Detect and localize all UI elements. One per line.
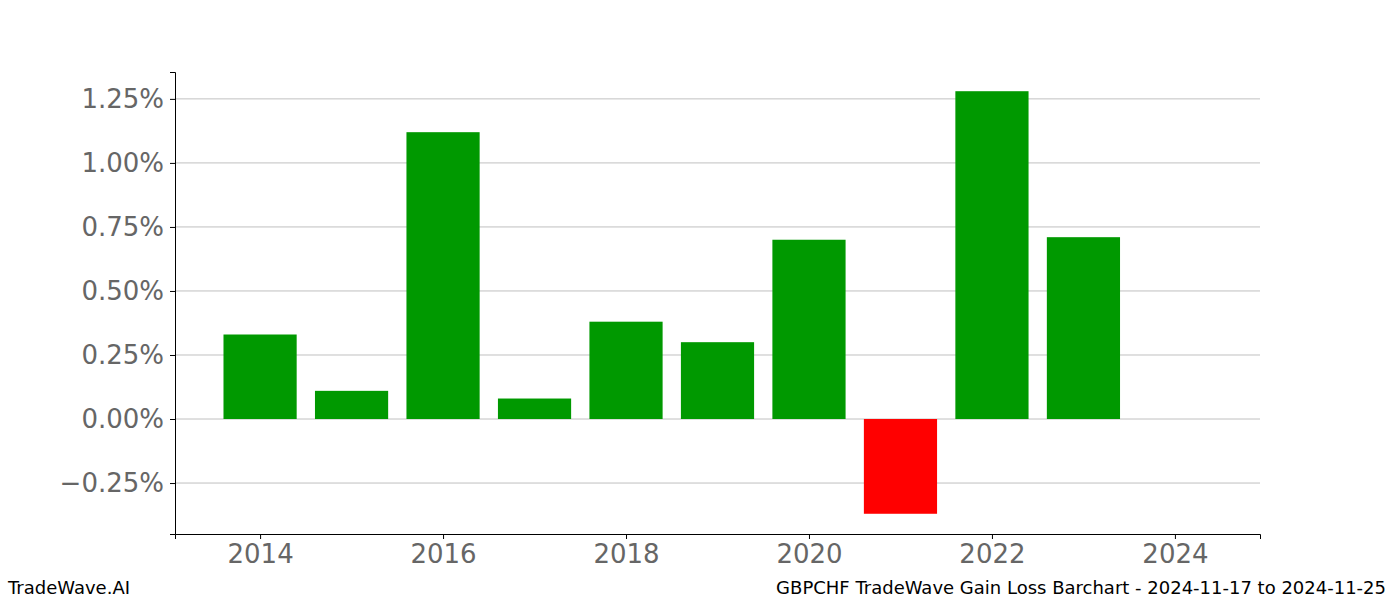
y-axis: −0.25% 0.00% 0.25% 0.50% 0.75% 1.00% 1.25% [60, 73, 176, 535]
annotation: TradeWave.AI [7, 577, 130, 598]
bar [1047, 237, 1120, 419]
tick-label: 2022 [959, 539, 1025, 569]
tick-label: 2018 [593, 539, 659, 569]
bar [681, 342, 754, 419]
bar [772, 240, 845, 419]
chart: −0.25% 0.00% 0.25% 0.50% 0.75% 1.00% 1.25% 2014… [0, 0, 1400, 600]
grid-line [175, 98, 1260, 99]
tick-mark [170, 291, 175, 292]
plot: −0.25% 0.00% 0.25% 0.50% 0.75% 1.00% 1.25% 2014… [60, 73, 1261, 570]
bar [406, 132, 479, 419]
tick: 0.50% [81, 276, 175, 306]
tick-mark [170, 163, 175, 164]
tick-label: 2020 [776, 539, 842, 569]
tick: 2014 [227, 534, 293, 569]
tick-mark [170, 483, 175, 484]
bar [864, 419, 937, 514]
tick-mark [809, 534, 810, 539]
tick-mark [443, 534, 444, 539]
bar [498, 399, 571, 419]
tick: 2016 [410, 534, 476, 569]
bars [223, 91, 1120, 514]
bar [315, 391, 388, 419]
tick: 1.25% [81, 84, 175, 114]
bar [223, 335, 296, 420]
bar [955, 91, 1028, 419]
grid-line [175, 483, 1260, 484]
tick: 2024 [1142, 534, 1208, 569]
tick: 2022 [959, 534, 1025, 569]
tick: 2018 [593, 534, 659, 569]
tick-label: 1.25% [81, 84, 164, 114]
tick-label: 2024 [1142, 539, 1208, 569]
grid-line [175, 226, 1260, 227]
tick-mark [170, 99, 175, 100]
tick-label: 0.75% [81, 212, 164, 242]
tick: −0.25% [60, 468, 175, 498]
grid [175, 99, 1260, 483]
tick-mark [170, 419, 175, 420]
tick-label: 0.00% [81, 404, 164, 434]
tick-label: 1.00% [81, 148, 164, 178]
tick-mark [170, 227, 175, 228]
tick: 0.25% [81, 340, 175, 370]
tick-label: 0.25% [81, 340, 164, 370]
tick: 2020 [776, 534, 842, 569]
title: GBPCHF TradeWave Gain Loss Barchart - 20… [776, 577, 1386, 598]
tick-mark [260, 534, 261, 539]
tick: 0.00% [81, 404, 175, 434]
tick-label: 2014 [227, 539, 293, 569]
grid-line [175, 162, 1260, 163]
axis-line [170, 73, 176, 535]
tick-mark [992, 534, 993, 539]
axis-line [176, 535, 1261, 540]
tick-label: −0.25% [60, 468, 164, 498]
bar [589, 322, 662, 419]
tick-label: 0.50% [81, 276, 164, 306]
tick-mark [1175, 534, 1176, 539]
tick: 1.00% [81, 148, 175, 178]
x-axis: 2014 2016 2018 2020 2022 2024 [176, 534, 1261, 569]
tick: 0.75% [81, 212, 175, 242]
tick-mark [170, 355, 175, 356]
tick-label: 2016 [410, 539, 476, 569]
tick-mark [626, 534, 627, 539]
